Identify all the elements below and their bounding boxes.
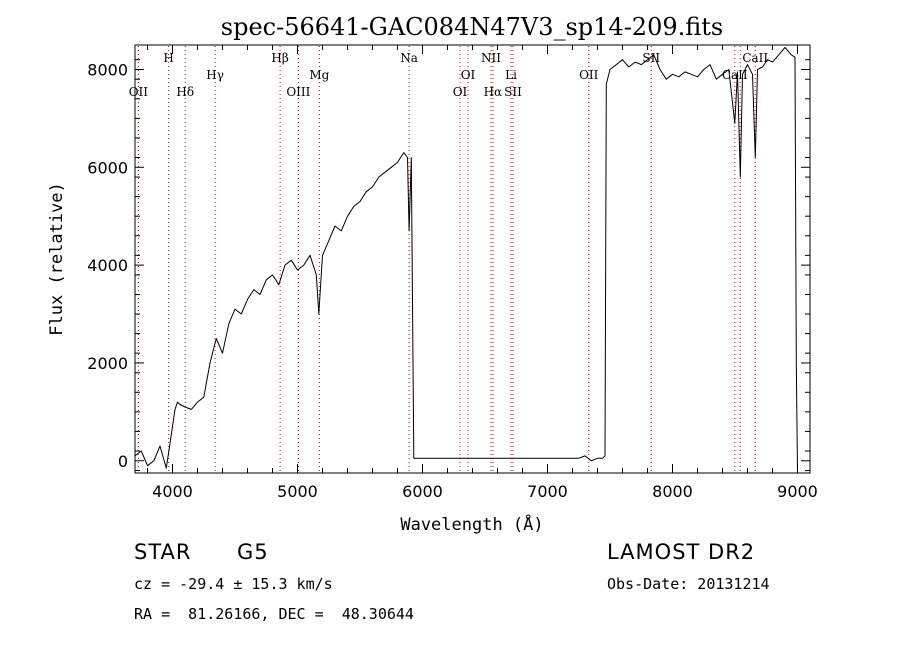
- observation-date: Obs-Date: 20131214: [607, 575, 770, 593]
- line-label: SII: [642, 51, 660, 65]
- emission-line-markers: [137, 46, 756, 472]
- x-tick-label: 7000: [527, 482, 568, 501]
- line-label: OII: [579, 68, 599, 82]
- x-tick-label: 8000: [652, 482, 693, 501]
- object-class: STAR: [134, 540, 192, 564]
- line-label: SII: [504, 85, 522, 99]
- line-label: Na: [400, 51, 418, 65]
- survey-name: LAMOST DR2: [607, 540, 756, 564]
- line-label: Li: [505, 68, 517, 82]
- line-label: Hβ: [271, 51, 288, 65]
- line-label: OIII: [286, 85, 310, 99]
- line-label: OI: [453, 85, 468, 99]
- x-axis: 4000 5000 6000 7000 8000 9000: [147, 45, 818, 501]
- y-tick-label: 0: [118, 452, 128, 471]
- line-label: H: [163, 51, 173, 65]
- y-tick-label: 8000: [87, 60, 128, 79]
- object-subclass: G5: [237, 540, 269, 564]
- ra-dec-coordinates: RA = 81.26166, DEC = 48.30644: [134, 605, 414, 623]
- spectrum-series-line: [134, 46, 798, 474]
- x-tick-label: 9000: [777, 482, 818, 501]
- chart-title: spec-56641-GAC084N47V3_sp14-209.fits: [221, 13, 723, 41]
- y-axis: 0 2000 4000 6000 8000: [87, 59, 810, 472]
- x-tick-label: 6000: [402, 482, 443, 501]
- y-tick-label: 6000: [87, 158, 128, 177]
- y-tick-label: 4000: [87, 256, 128, 275]
- line-label: CaII: [722, 68, 748, 82]
- line-label: OI: [461, 68, 476, 82]
- line-label: Hδ: [176, 85, 194, 99]
- line-label: Hγ: [206, 68, 224, 82]
- line-label: CaII: [742, 51, 768, 65]
- redshift-cz: cz = -29.4 ± 15.3 km/s: [134, 575, 333, 593]
- y-axis-label: Flux (relative): [47, 182, 67, 336]
- line-label: Hα: [484, 85, 503, 99]
- line-label: OII: [129, 85, 149, 99]
- y-tick-label: 2000: [87, 354, 128, 373]
- plot-frame: [134, 44, 811, 474]
- x-axis-label: Wavelength (Å): [400, 513, 543, 535]
- line-label: Mg: [309, 68, 329, 82]
- line-label: NII: [481, 51, 501, 65]
- x-tick-label: 5000: [277, 482, 318, 501]
- x-tick-label: 4000: [152, 482, 193, 501]
